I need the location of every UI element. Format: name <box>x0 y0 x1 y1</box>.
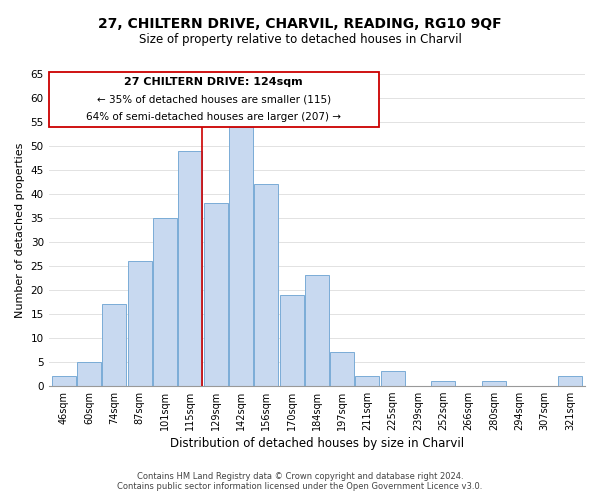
Bar <box>77 362 101 386</box>
Bar <box>381 372 405 386</box>
Bar <box>305 276 329 386</box>
Bar <box>203 204 227 386</box>
Bar <box>558 376 582 386</box>
Bar <box>229 126 253 386</box>
Bar <box>330 352 354 386</box>
Text: Size of property relative to detached houses in Charvil: Size of property relative to detached ho… <box>139 32 461 46</box>
Bar <box>431 381 455 386</box>
Text: Contains public sector information licensed under the Open Government Licence v3: Contains public sector information licen… <box>118 482 482 491</box>
Bar <box>254 184 278 386</box>
Bar <box>52 376 76 386</box>
Bar <box>153 218 177 386</box>
Text: 27 CHILTERN DRIVE: 124sqm: 27 CHILTERN DRIVE: 124sqm <box>124 78 303 88</box>
Bar <box>482 381 506 386</box>
FancyBboxPatch shape <box>49 72 379 127</box>
Text: 64% of semi-detached houses are larger (207) →: 64% of semi-detached houses are larger (… <box>86 112 341 122</box>
Y-axis label: Number of detached properties: Number of detached properties <box>15 142 25 318</box>
Bar <box>355 376 379 386</box>
Bar <box>280 294 304 386</box>
Text: Contains HM Land Registry data © Crown copyright and database right 2024.: Contains HM Land Registry data © Crown c… <box>137 472 463 481</box>
Text: 27, CHILTERN DRIVE, CHARVIL, READING, RG10 9QF: 27, CHILTERN DRIVE, CHARVIL, READING, RG… <box>98 18 502 32</box>
Bar <box>103 304 127 386</box>
Bar <box>128 261 152 386</box>
Bar <box>178 150 202 386</box>
Text: ← 35% of detached houses are smaller (115): ← 35% of detached houses are smaller (11… <box>97 94 331 104</box>
X-axis label: Distribution of detached houses by size in Charvil: Distribution of detached houses by size … <box>170 437 464 450</box>
